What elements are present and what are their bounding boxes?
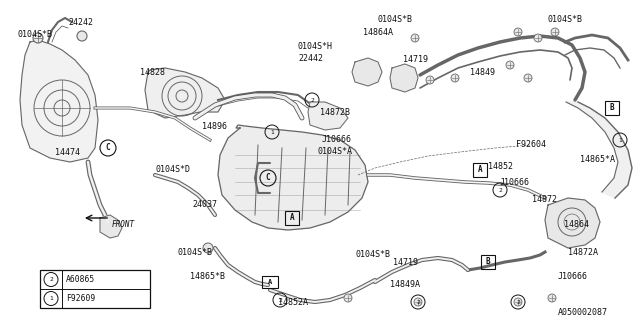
Text: 0104S*B: 0104S*B <box>355 250 390 259</box>
Circle shape <box>77 31 87 41</box>
Circle shape <box>514 28 522 36</box>
Text: 0104S*B: 0104S*B <box>378 15 413 24</box>
Bar <box>262 276 278 288</box>
Text: A: A <box>477 165 483 174</box>
Text: 2: 2 <box>516 300 520 305</box>
Text: 0104S*A: 0104S*A <box>318 147 353 156</box>
Circle shape <box>414 298 422 306</box>
Polygon shape <box>20 40 98 162</box>
Text: 14864: 14864 <box>564 220 589 229</box>
Text: 0104S*B: 0104S*B <box>548 15 583 24</box>
Text: 2: 2 <box>278 298 282 302</box>
Text: F92604: F92604 <box>516 140 546 149</box>
Polygon shape <box>145 68 225 118</box>
Circle shape <box>426 76 434 84</box>
Text: A050002087: A050002087 <box>558 308 608 317</box>
Text: C: C <box>106 143 110 153</box>
Text: 14719: 14719 <box>403 55 428 64</box>
Text: 1: 1 <box>618 138 622 142</box>
Text: 0104S*H: 0104S*H <box>298 42 333 51</box>
Text: 2: 2 <box>310 98 314 102</box>
Text: 24242: 24242 <box>68 18 93 27</box>
Text: B: B <box>610 103 614 113</box>
Text: 14865*B: 14865*B <box>190 272 225 281</box>
Bar <box>605 101 619 115</box>
Text: 14474: 14474 <box>55 148 80 157</box>
Circle shape <box>451 74 459 82</box>
Text: 24037: 24037 <box>192 200 217 209</box>
Circle shape <box>514 298 522 306</box>
Polygon shape <box>566 102 632 198</box>
Text: 14828: 14828 <box>140 68 165 77</box>
Polygon shape <box>218 125 368 230</box>
Circle shape <box>33 33 43 43</box>
Text: 14849A: 14849A <box>390 280 420 289</box>
Polygon shape <box>545 198 600 248</box>
Circle shape <box>203 243 213 253</box>
Text: FRONT: FRONT <box>112 220 135 229</box>
Polygon shape <box>352 58 382 86</box>
Circle shape <box>551 28 559 36</box>
Circle shape <box>506 61 514 69</box>
Text: J10666: J10666 <box>322 135 352 144</box>
Text: J10666: J10666 <box>500 178 530 187</box>
Text: F92609: F92609 <box>66 294 95 303</box>
Text: 14852: 14852 <box>488 162 513 171</box>
Text: 14896: 14896 <box>202 122 227 131</box>
Text: 2: 2 <box>416 300 420 305</box>
Text: 22442: 22442 <box>298 54 323 63</box>
Polygon shape <box>390 64 418 92</box>
Text: 14865*A: 14865*A <box>580 155 615 164</box>
Text: A: A <box>268 279 272 285</box>
Text: 14719: 14719 <box>393 258 418 267</box>
Text: 1: 1 <box>49 296 53 301</box>
Text: A60865: A60865 <box>66 275 95 284</box>
Text: 14872A: 14872A <box>568 248 598 257</box>
Bar <box>40 270 150 308</box>
Text: 14849: 14849 <box>470 68 495 77</box>
Text: 14872B: 14872B <box>320 108 350 117</box>
Text: 2: 2 <box>49 277 53 282</box>
Text: J10666: J10666 <box>558 272 588 281</box>
Polygon shape <box>308 102 348 130</box>
Text: B: B <box>486 258 490 267</box>
Text: A: A <box>290 213 294 222</box>
Bar <box>285 211 299 225</box>
Bar <box>473 163 487 177</box>
Text: C: C <box>266 173 270 182</box>
Text: 14872: 14872 <box>532 195 557 204</box>
Circle shape <box>548 294 556 302</box>
Text: 1: 1 <box>270 130 274 134</box>
Text: 14864A: 14864A <box>363 28 393 37</box>
Polygon shape <box>100 215 122 238</box>
Circle shape <box>534 34 542 42</box>
Text: 0104S*D: 0104S*D <box>155 165 190 174</box>
Circle shape <box>524 74 532 82</box>
Text: 0104S*B: 0104S*B <box>178 248 213 257</box>
Bar <box>481 255 495 269</box>
Text: 0104S*B: 0104S*B <box>18 30 53 39</box>
Circle shape <box>411 34 419 42</box>
Circle shape <box>344 294 352 302</box>
Text: 14852A: 14852A <box>278 298 308 307</box>
Text: 2: 2 <box>498 188 502 193</box>
